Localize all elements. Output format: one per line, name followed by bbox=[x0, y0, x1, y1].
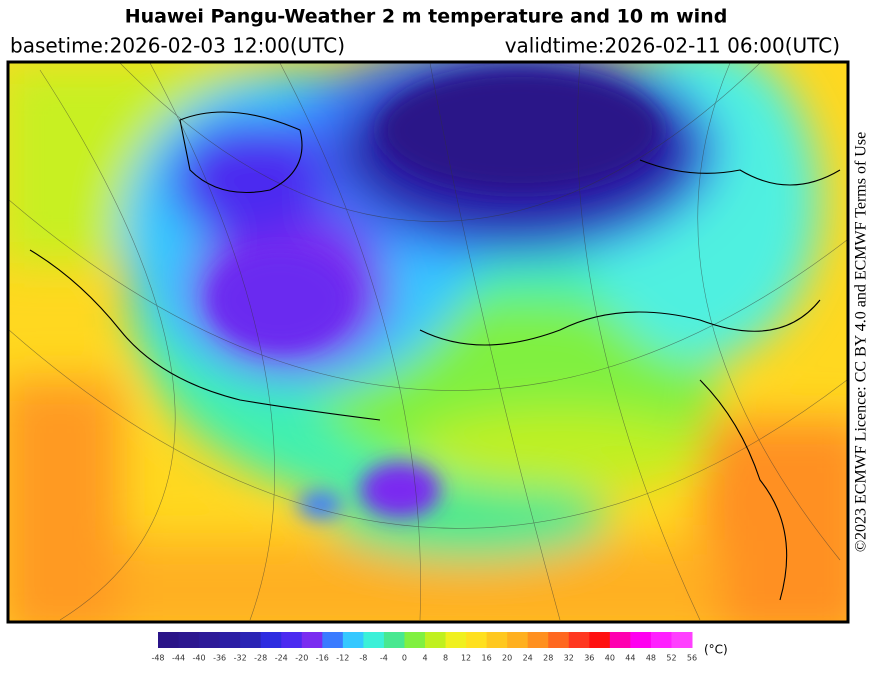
colorbar-tick-label: 16 bbox=[482, 654, 492, 663]
colorbar-tick-label: 32 bbox=[564, 654, 574, 663]
colorbar-segment bbox=[548, 632, 570, 648]
colorbar-tick-label: 24 bbox=[523, 654, 533, 663]
colorbar-tick-label: -4 bbox=[380, 654, 388, 663]
colorbar-segment bbox=[609, 632, 631, 648]
colorbar-segment bbox=[445, 632, 467, 648]
colorbar-segment bbox=[178, 632, 200, 648]
colorbar-tick-label: -40 bbox=[193, 654, 206, 663]
colorbar-tick-label: -36 bbox=[213, 654, 226, 663]
colorbar-tick-label: -44 bbox=[172, 654, 185, 663]
colorbar-tick-label: 40 bbox=[605, 654, 615, 663]
colorbar-segment bbox=[342, 632, 364, 648]
title: Huawei Pangu-Weather 2 m temperature and… bbox=[125, 6, 728, 28]
colorbar-tick-label: 0 bbox=[402, 654, 407, 663]
colorbar-segment bbox=[425, 632, 447, 648]
colorbar-segment bbox=[260, 632, 282, 648]
colorbar-tick-label: -8 bbox=[359, 654, 367, 663]
colorbar-segment bbox=[650, 632, 672, 648]
colorbar-segment bbox=[589, 632, 611, 648]
colorbar-tick-label: -32 bbox=[234, 654, 247, 663]
colorbar-tick-label: -20 bbox=[295, 654, 308, 663]
colorbar-segment bbox=[630, 632, 652, 648]
colorbar-segment bbox=[383, 632, 405, 648]
colorbar-tick-label: -28 bbox=[254, 654, 267, 663]
colorbar-tick-label: 28 bbox=[543, 654, 553, 663]
validtime: validtime:2026-02-11 06:00(UTC) bbox=[505, 34, 840, 58]
colorbar-segment bbox=[240, 632, 262, 648]
temperature-map bbox=[9, 63, 847, 621]
colorbar-tick-label: -48 bbox=[151, 654, 164, 663]
colorbar-segment bbox=[363, 632, 385, 648]
colorbar-tick-label: -16 bbox=[316, 654, 329, 663]
colorbar-tick-label: -12 bbox=[336, 654, 349, 663]
colorbar-segment bbox=[322, 632, 344, 648]
colorbar-segment bbox=[466, 632, 488, 648]
colorbar: -48 -44 -40 -36 -32 -28 -24 -20 -16 -12 -8 -4 0 4 8 12 1… bbox=[151, 632, 728, 663]
colorbar-tick-label: 4 bbox=[422, 654, 427, 663]
colorbar-tick-label: 36 bbox=[584, 654, 594, 663]
colorbar-tick-label: 48 bbox=[646, 654, 656, 663]
colorbar-segment bbox=[507, 632, 529, 648]
colorbar-segment bbox=[281, 632, 303, 648]
colorbar-segment bbox=[671, 632, 693, 648]
colorbar-segment bbox=[404, 632, 426, 648]
colorbar-segment bbox=[219, 632, 241, 648]
colorbar-tick-label: 20 bbox=[502, 654, 512, 663]
colorbar-segment bbox=[199, 632, 221, 648]
basetime: basetime:2026-02-03 12:00(UTC) bbox=[10, 34, 345, 58]
colorbar-tick-label: 12 bbox=[461, 654, 471, 663]
colorbar-segment bbox=[486, 632, 508, 648]
colorbar-segment bbox=[301, 632, 323, 648]
colorbar-tick-label: 56 bbox=[687, 654, 697, 663]
colorbar-segment bbox=[568, 632, 590, 648]
colorbar-unit: (°C) bbox=[704, 643, 728, 657]
colorbar-tick-label: 44 bbox=[625, 654, 635, 663]
colorbar-segment bbox=[527, 632, 549, 648]
colorbar-segment bbox=[158, 632, 180, 648]
map-frame bbox=[6, 60, 850, 624]
colorbar-tick-label: 52 bbox=[666, 654, 676, 663]
colorbar-tick-label: 8 bbox=[443, 654, 448, 663]
colorbar-tick-label: -24 bbox=[275, 654, 288, 663]
credit: ©2023 ECMWF Licence: CC BY 4.0 and ECMWF… bbox=[853, 132, 870, 552]
